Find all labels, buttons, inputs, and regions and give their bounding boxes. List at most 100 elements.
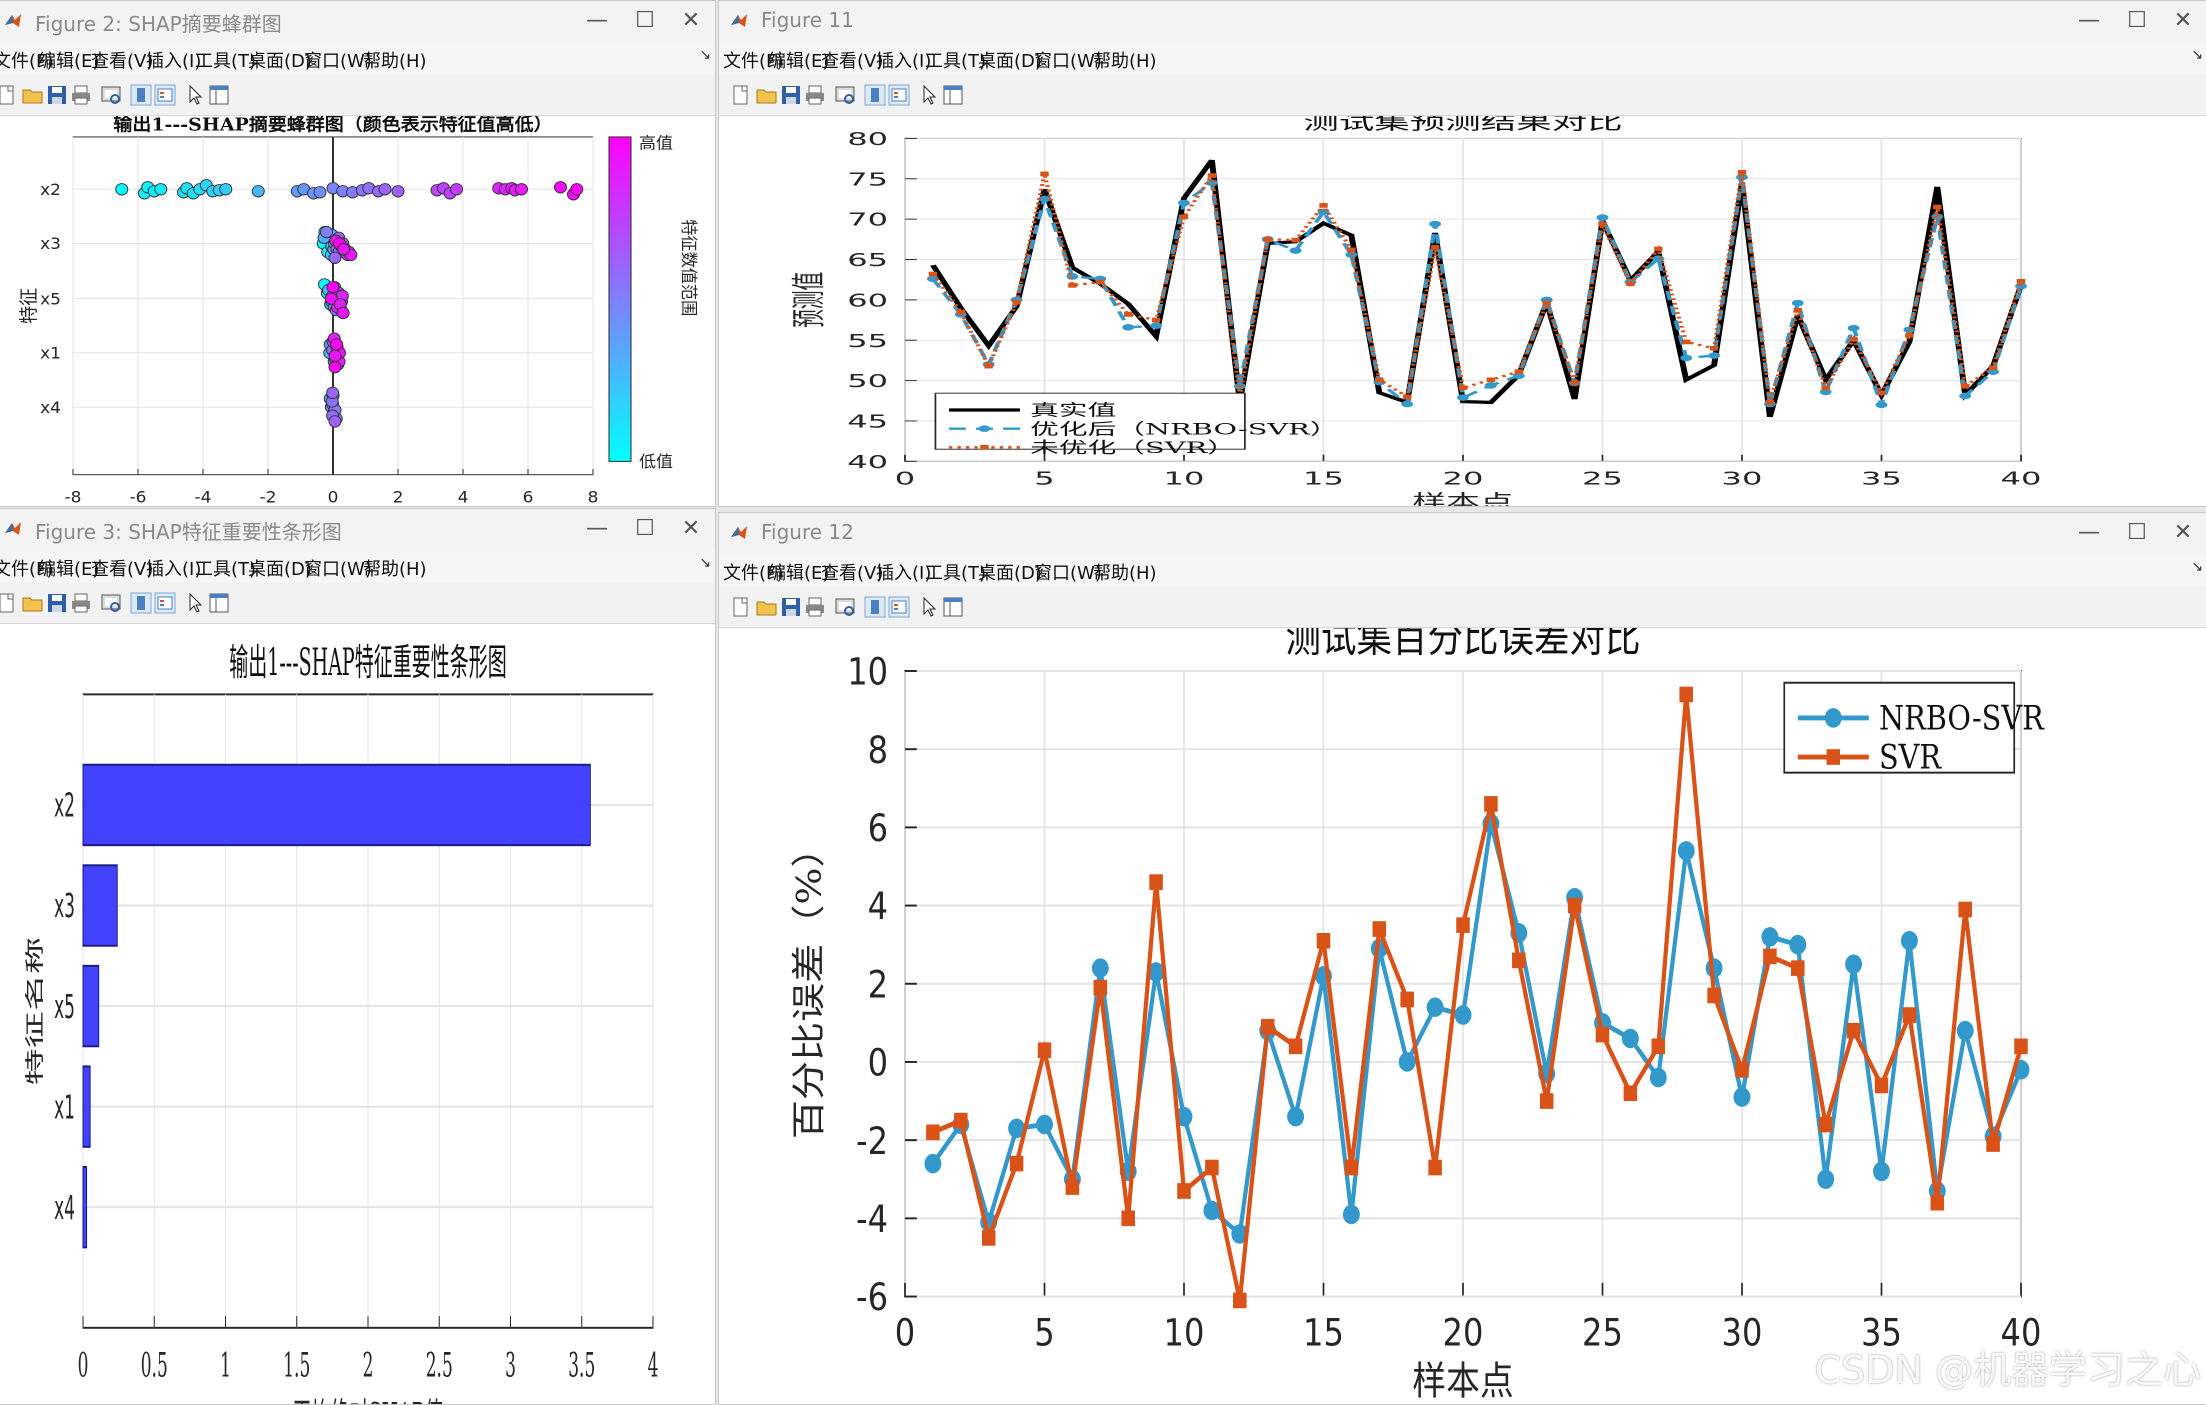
new-file-icon[interactable] (0, 83, 19, 107)
print-icon[interactable] (803, 595, 827, 619)
menu-item-编辑e[interactable]: 编辑(E) (38, 51, 100, 72)
menu-item-文件f[interactable]: 文件(F) (0, 559, 54, 580)
minimize-button[interactable]: — (2078, 8, 2100, 33)
importance-chart[interactable]: 0 0.5 1 1.5 2 2.5 3 3.5 4 x2 x3 x5 x1 x4 输出1---SHAP特征重… (0, 624, 715, 1405)
print-preview-icon[interactable] (99, 591, 123, 615)
y-tick-label: x3 (40, 235, 61, 254)
menu-item-文件f[interactable]: 文件(F) (723, 51, 784, 72)
minimize-button[interactable]: — (586, 8, 608, 33)
save-icon[interactable] (45, 83, 69, 107)
error-chart[interactable]: 0 5 10 15 20 25 30 35 40 -6 -4 -2 0 2 4 6 8 10 测试集百分比误差对比样… (719, 614, 2206, 1405)
data-point (1570, 380, 1579, 386)
print-preview-icon[interactable] (99, 83, 123, 107)
data-point (1596, 214, 1609, 221)
menu-item-窗口w[interactable]: 窗口(W) (1034, 563, 1102, 584)
plot-area: 0 0.5 1 1.5 2 2.5 3 3.5 4 x2 x3 x5 x1 x4 输出1---SHAP特征重… (0, 624, 715, 1404)
maximize-button[interactable]: ☐ (635, 8, 655, 33)
menu-item-查看v[interactable]: 查看(V) (91, 559, 154, 580)
print-icon[interactable] (69, 591, 93, 615)
new-file-icon[interactable] (729, 83, 753, 107)
menu-overflow-icon[interactable]: ↘ (699, 47, 711, 63)
menu-item-编辑e[interactable]: 编辑(E) (38, 559, 100, 580)
menu-item-编辑e[interactable]: 编辑(E) (768, 563, 830, 584)
menu-item-插入i[interactable]: 插入(I) (876, 563, 932, 584)
title-bar[interactable]: Figure 12 — ☐ ✕ (719, 513, 2206, 553)
menu-item-文件f[interactable]: 文件(F) (723, 563, 784, 584)
title-bar[interactable]: Figure 3: SHAP特征重要性条形图 — ☐ ✕ (0, 509, 715, 549)
menu-item-帮助h[interactable]: 帮助(H) (1093, 51, 1157, 72)
insert-legend-icon[interactable] (153, 591, 177, 615)
menu-overflow-icon[interactable]: ↘ (2191, 559, 2203, 575)
data-point (1708, 352, 1721, 359)
link-plot-icon[interactable] (129, 83, 153, 107)
close-button[interactable]: ✕ (2173, 520, 2193, 545)
maximize-button[interactable]: ☐ (2127, 520, 2147, 545)
link-plot-icon[interactable] (863, 83, 887, 107)
menu-item-插入i[interactable]: 插入(I) (146, 51, 202, 72)
minimize-button[interactable]: — (586, 516, 608, 541)
menu-item-帮助h[interactable]: 帮助(H) (1093, 563, 1157, 584)
property-editor-icon[interactable] (207, 591, 231, 615)
menu-item-窗口w[interactable]: 窗口(W) (1034, 51, 1102, 72)
minimize-button[interactable]: — (2078, 520, 2100, 545)
title-bar[interactable]: Figure 11 — ☐ ✕ (719, 1, 2206, 41)
beeswarm-chart[interactable]: -8 -6 -4 -2 0 2 4 6 8 x2 x3 x5 x1 x4 输出1---SHAP摘要蜂群图（颜… (0, 114, 715, 507)
close-button[interactable]: ✕ (681, 8, 701, 33)
menu-item-桌面d[interactable]: 桌面(D) (978, 51, 1042, 72)
link-plot-icon[interactable] (129, 591, 153, 615)
close-button[interactable]: ✕ (681, 516, 701, 541)
menu-item-桌面d[interactable]: 桌面(D) (978, 563, 1042, 584)
menu-item-帮助h[interactable]: 帮助(H) (363, 559, 427, 580)
title-bar[interactable]: Figure 2: SHAP摘要蜂群图 — ☐ ✕ (0, 1, 715, 41)
property-editor-icon[interactable] (207, 83, 231, 107)
save-icon[interactable] (779, 83, 803, 107)
menu-item-编辑e[interactable]: 编辑(E) (768, 51, 830, 72)
menu-item-工具t[interactable]: 工具(T) (925, 563, 987, 584)
insert-legend-icon[interactable] (887, 595, 911, 619)
menu-item-插入i[interactable]: 插入(I) (876, 51, 932, 72)
data-point (1847, 324, 1860, 332)
pointer-icon[interactable] (183, 83, 207, 107)
maximize-button[interactable]: ☐ (2127, 8, 2147, 33)
menu-item-工具t[interactable]: 工具(T) (195, 51, 257, 72)
open-folder-icon[interactable] (21, 591, 45, 615)
open-folder-icon[interactable] (755, 595, 779, 619)
new-file-icon[interactable] (729, 595, 753, 619)
link-plot-icon[interactable] (863, 595, 887, 619)
save-icon[interactable] (779, 595, 803, 619)
maximize-button[interactable]: ☐ (635, 516, 655, 541)
open-folder-icon[interactable] (21, 83, 45, 107)
print-preview-icon[interactable] (833, 595, 857, 619)
menu-item-窗口w[interactable]: 窗口(W) (304, 559, 372, 580)
prediction-chart[interactable]: 0 5 10 15 20 25 30 35 40 40 45 50 55 60 65 70 75 80 测试集预测结… (719, 111, 2206, 507)
pointer-icon[interactable] (183, 591, 207, 615)
menu-item-帮助h[interactable]: 帮助(H) (363, 51, 427, 72)
print-preview-icon[interactable] (833, 83, 857, 107)
menu-item-文件f[interactable]: 文件(F) (0, 51, 54, 72)
save-icon[interactable] (45, 591, 69, 615)
insert-legend-icon[interactable] (887, 83, 911, 107)
menu-item-查看v[interactable]: 查看(V) (91, 51, 154, 72)
pointer-icon[interactable] (917, 595, 941, 619)
open-folder-icon[interactable] (755, 83, 779, 107)
property-editor-icon[interactable] (941, 83, 965, 107)
menu-item-查看v[interactable]: 查看(V) (821, 51, 884, 72)
menu-item-窗口w[interactable]: 窗口(W) (304, 51, 372, 72)
menu-item-工具t[interactable]: 工具(T) (925, 51, 987, 72)
data-point (1960, 383, 1970, 389)
menu-overflow-icon[interactable]: ↘ (2191, 47, 2203, 63)
print-icon[interactable] (69, 83, 93, 107)
insert-legend-icon[interactable] (153, 83, 177, 107)
print-icon[interactable] (803, 83, 827, 107)
pointer-icon[interactable] (917, 83, 941, 107)
close-button[interactable]: ✕ (2173, 8, 2193, 33)
menu-item-查看v[interactable]: 查看(V) (821, 563, 884, 584)
menu-item-工具t[interactable]: 工具(T) (195, 559, 257, 580)
menu-overflow-icon[interactable]: ↘ (699, 555, 711, 571)
menu-item-插入i[interactable]: 插入(I) (146, 559, 202, 580)
new-file-icon[interactable] (0, 591, 19, 615)
property-editor-icon[interactable] (941, 595, 965, 619)
menu-item-桌面d[interactable]: 桌面(D) (248, 559, 312, 580)
menu-item-桌面d[interactable]: 桌面(D) (248, 51, 312, 72)
data-point (1763, 948, 1777, 965)
